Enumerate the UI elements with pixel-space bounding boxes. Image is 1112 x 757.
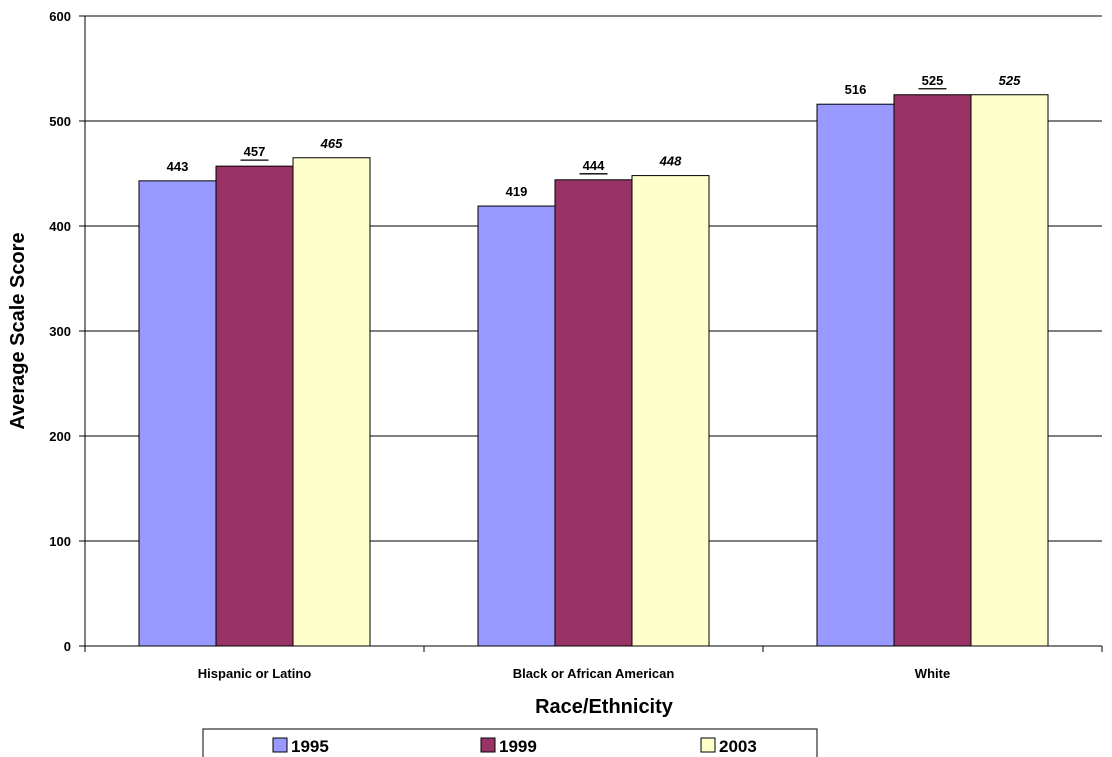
bar (631, 175, 710, 647)
y-tick-label: 400 (49, 219, 71, 234)
data-label: 525 (999, 73, 1021, 88)
x-tick-label: Hispanic or Latino (198, 666, 311, 681)
data-label: 457 (244, 144, 266, 159)
legend-swatch (480, 737, 496, 753)
x-tick-label: Black or African American (513, 666, 675, 681)
bar (816, 103, 895, 647)
y-tick-label: 0 (64, 639, 71, 654)
y-tick-label: 500 (49, 114, 71, 129)
legend-label: 2003 (719, 737, 757, 756)
bar (970, 94, 1049, 647)
bar (138, 180, 217, 647)
bar (893, 94, 972, 647)
y-tick-label: 300 (49, 324, 71, 339)
data-label: 444 (583, 158, 605, 173)
data-label: 516 (845, 82, 867, 97)
data-label: 419 (506, 184, 528, 199)
legend-swatch (700, 737, 716, 753)
data-label: 448 (659, 154, 682, 169)
data-label: 525 (922, 73, 944, 88)
bars: 443 457 465 419 444 448 516 525 525 (138, 73, 1049, 647)
x-tick-label: White (915, 666, 950, 681)
bar (215, 165, 294, 647)
y-axis: 0 100 200 300 400 500 600 (49, 9, 86, 654)
x-axis-title: Race/Ethnicity (535, 696, 674, 718)
y-tick-label: 100 (49, 534, 71, 549)
x-axis: Hispanic or Latino Black or African Ameri… (84, 645, 1103, 681)
data-label: 465 (320, 136, 343, 151)
bar (292, 157, 371, 647)
y-tick-label: 600 (49, 9, 71, 24)
data-label: 443 (167, 159, 189, 174)
bar (554, 179, 633, 647)
legend: 1995 1999 2003 (202, 728, 818, 757)
y-tick-label: 200 (49, 429, 71, 444)
legend-label: 1999 (499, 737, 537, 756)
legend-label: 1995 (291, 737, 329, 756)
legend-swatch (272, 737, 288, 753)
bar (477, 205, 556, 647)
y-axis-title: Average Scale Score (7, 232, 29, 429)
